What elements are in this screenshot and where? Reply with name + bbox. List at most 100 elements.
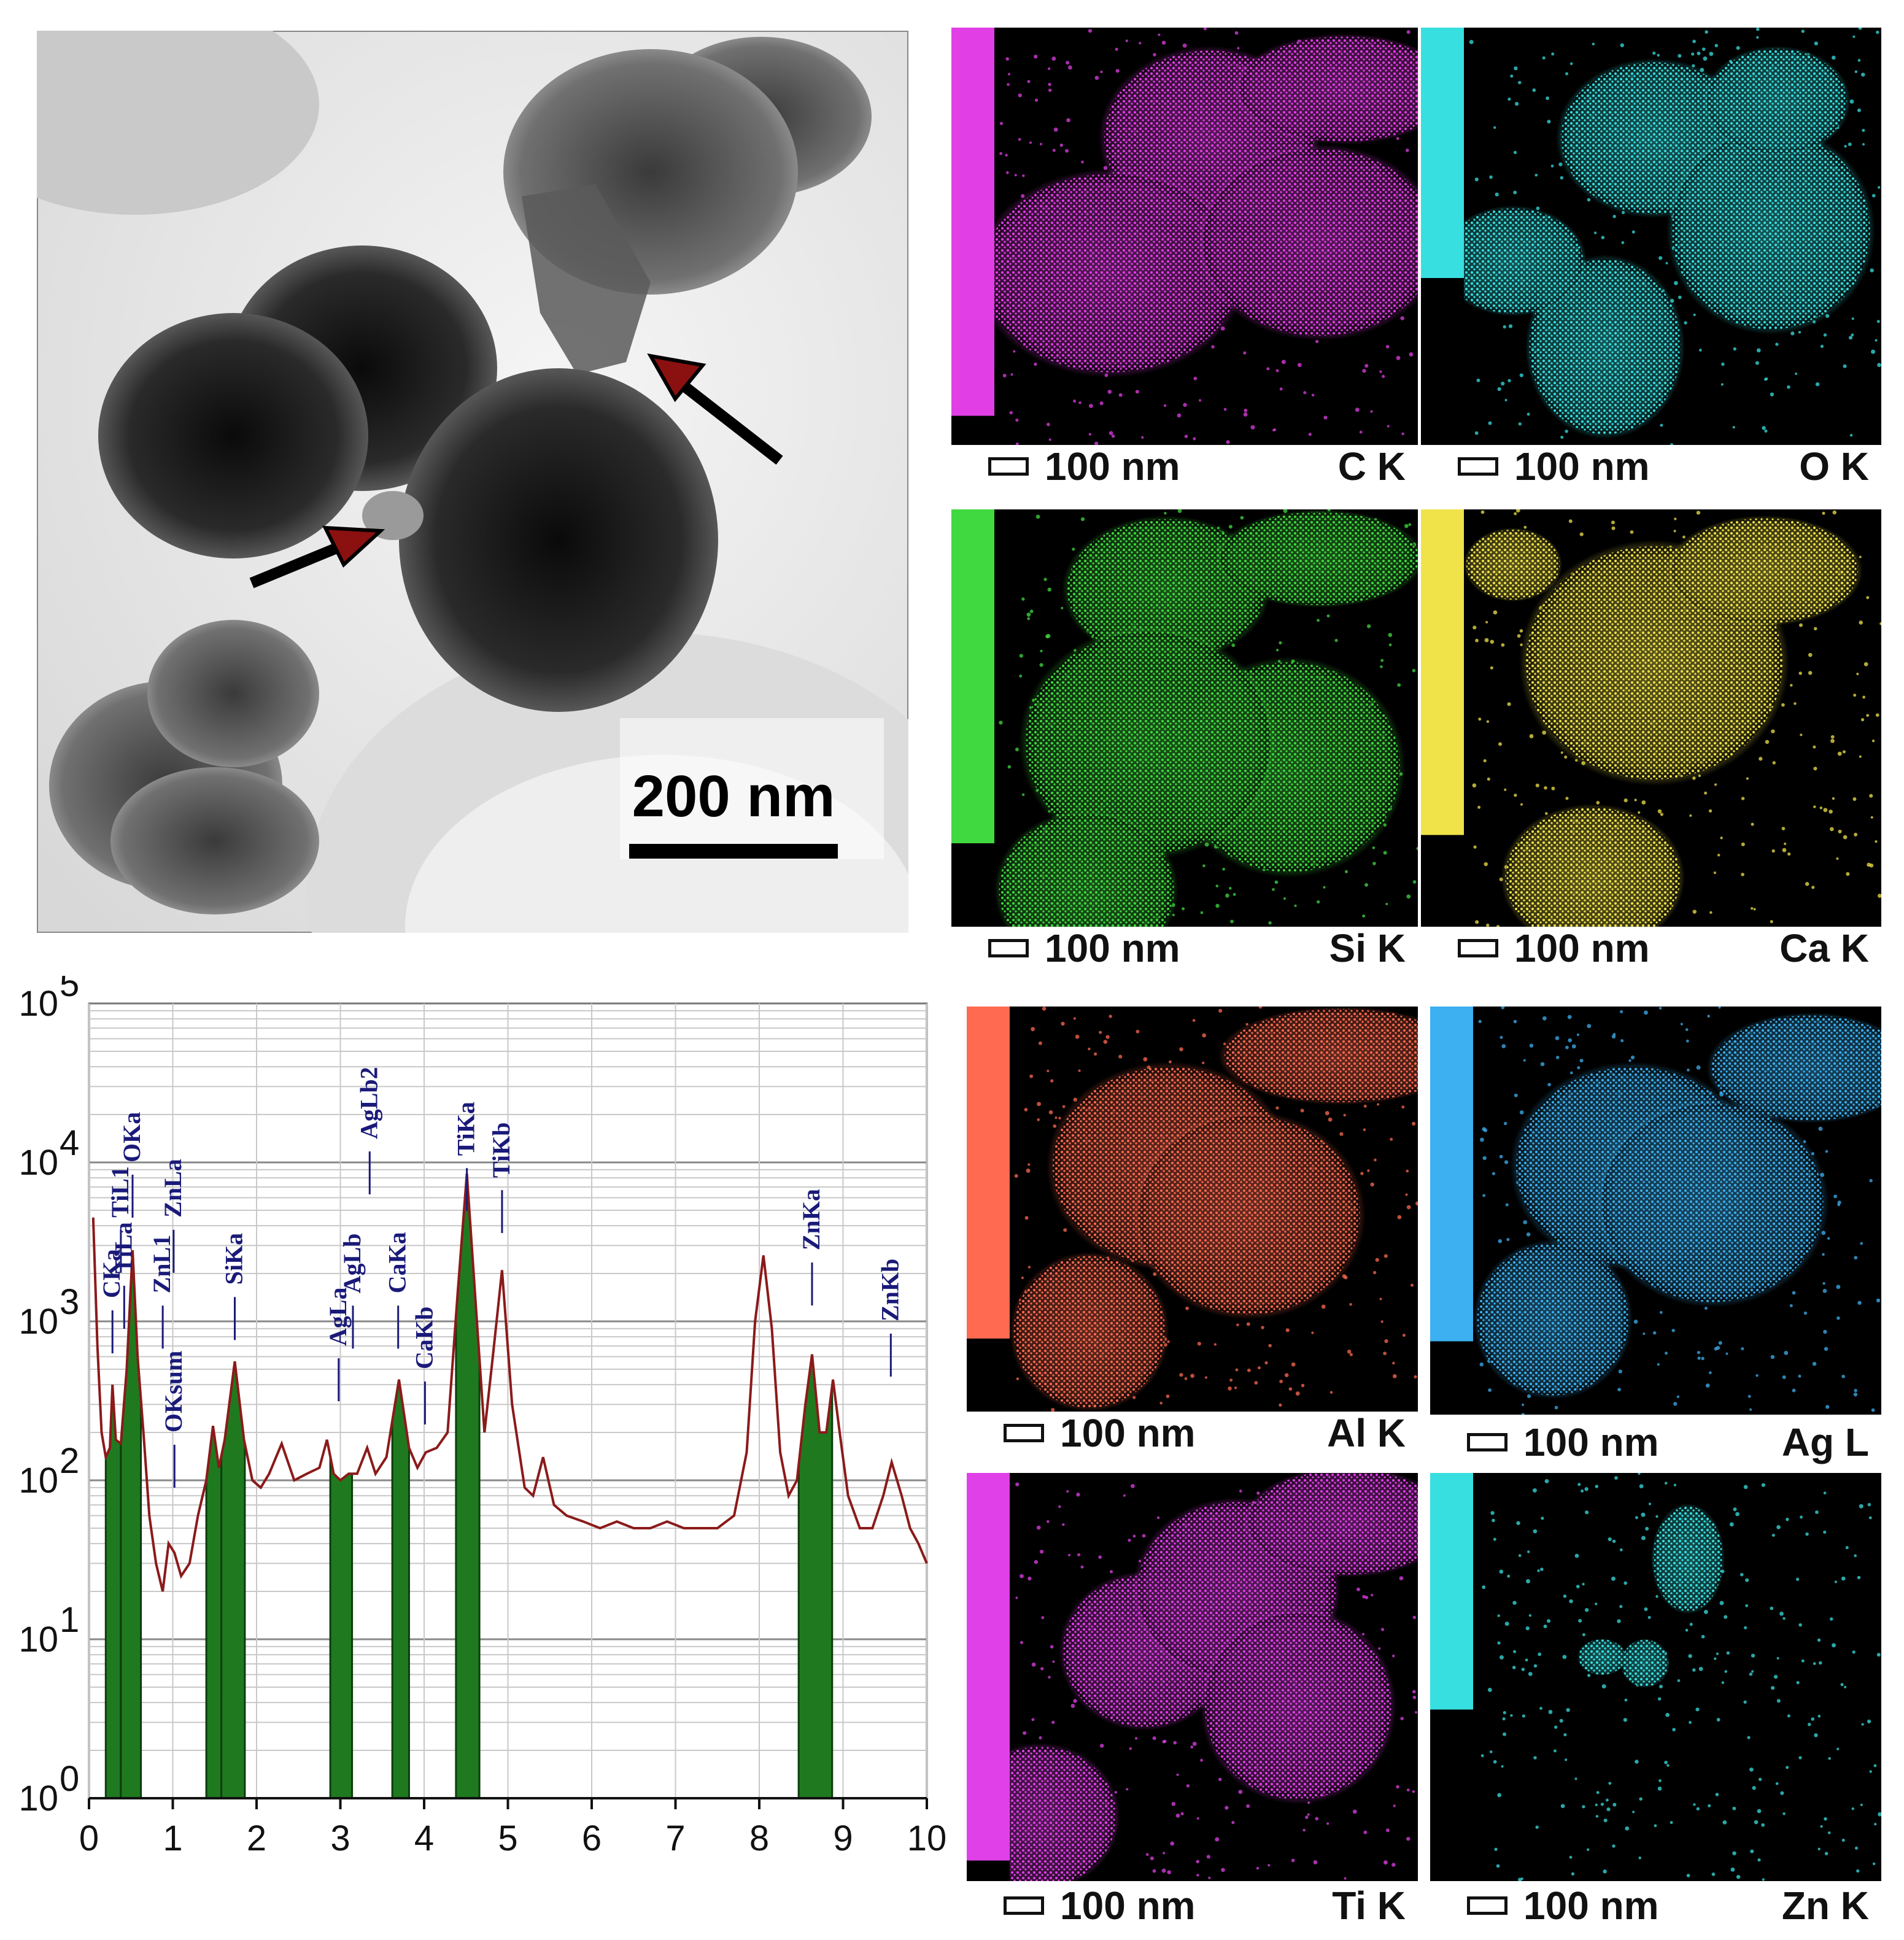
map-o-k bbox=[1421, 28, 1881, 445]
map-ag-l bbox=[1430, 1007, 1881, 1415]
scale-box-icon bbox=[1458, 939, 1498, 957]
peak-label: ZnKb bbox=[876, 1259, 904, 1321]
peak-fill-region bbox=[205, 1426, 223, 1799]
map-caption: 100 nm Al K bbox=[1004, 1409, 1406, 1458]
map-element-label: O K bbox=[1799, 444, 1869, 489]
y-tick-exponent: 3 bbox=[60, 1282, 79, 1322]
peak-label: CaKa bbox=[384, 1232, 411, 1293]
map-image bbox=[967, 1007, 1418, 1412]
y-tick-exponent: 0 bbox=[60, 1759, 79, 1799]
map-caption: 100 nm Ag L bbox=[1467, 1418, 1869, 1467]
map-scale-label: 100 nm bbox=[1045, 444, 1180, 489]
map-image bbox=[967, 1473, 1418, 1881]
peak-label: ZnKa bbox=[797, 1189, 825, 1250]
map-image bbox=[951, 28, 1418, 445]
color-scale-bar bbox=[1421, 509, 1464, 927]
x-tick-label: 8 bbox=[749, 1818, 769, 1858]
map-image bbox=[1421, 28, 1881, 445]
eds-spectrum-chart: CKa TiLa TiL1 OKa ZnL1 ZnLa OKsum SiKa AgLa AgLb A… bbox=[18, 976, 976, 1933]
y-tick-label: 10 bbox=[18, 984, 58, 1024]
y-tick-exponent: 5 bbox=[60, 976, 79, 1004]
x-tick-label: 6 bbox=[582, 1818, 602, 1858]
scale-box-icon bbox=[1004, 1424, 1044, 1442]
color-scale-bar bbox=[1421, 28, 1464, 445]
scale-bar-label: 200 nm bbox=[632, 763, 835, 829]
y-tick-label: 10 bbox=[18, 1461, 58, 1501]
peak-label: ZnL1 bbox=[148, 1235, 176, 1294]
map-element-label: Ag L bbox=[1781, 1420, 1869, 1464]
map-element-label: Zn K bbox=[1781, 1884, 1869, 1928]
map-zn-k bbox=[1430, 1473, 1881, 1881]
peak-label: TiLa bbox=[109, 1222, 137, 1273]
peak-label: TiKa bbox=[452, 1102, 480, 1156]
x-tick-label: 9 bbox=[833, 1818, 853, 1858]
x-tick-label: 10 bbox=[907, 1818, 947, 1858]
scale-box-icon bbox=[1467, 1896, 1507, 1915]
map-image bbox=[1430, 1007, 1881, 1415]
map-caption: 100 nm Zn K bbox=[1467, 1881, 1869, 1930]
map-scale-label: 100 nm bbox=[1514, 926, 1650, 970]
map-caption: 100 nm Si K bbox=[988, 924, 1406, 973]
x-tick-label: 1 bbox=[163, 1818, 182, 1858]
map-scale-label: 100 nm bbox=[1045, 926, 1180, 970]
map-caption: 100 nm Ti K bbox=[1004, 1881, 1406, 1930]
color-scale-bar bbox=[1430, 1007, 1473, 1415]
peak-label: OKsum bbox=[160, 1351, 187, 1432]
map-caption: 100 nm O K bbox=[1458, 442, 1869, 491]
x-tick-label: 5 bbox=[498, 1818, 517, 1858]
map-element-label: Ti K bbox=[1332, 1884, 1406, 1928]
map-al-k bbox=[967, 1007, 1418, 1412]
peak-label: ZnLa bbox=[159, 1159, 187, 1218]
y-tick-label: 10 bbox=[18, 1779, 58, 1818]
map-element-label: Si K bbox=[1329, 926, 1406, 970]
peak-fill-region bbox=[391, 1379, 410, 1799]
y-tick-exponent: 2 bbox=[60, 1441, 79, 1481]
scale-box-icon bbox=[988, 939, 1029, 957]
map-image bbox=[1421, 509, 1881, 927]
peak-fill-region bbox=[329, 1456, 354, 1799]
map-element-label: Ca K bbox=[1779, 926, 1869, 970]
tem-image: 200 nm bbox=[37, 31, 908, 933]
map-scale-label: 100 nm bbox=[1514, 444, 1650, 489]
map-element-label: C K bbox=[1337, 444, 1406, 489]
peak-label: TiL1 bbox=[106, 1166, 134, 1218]
map-si-k bbox=[951, 509, 1418, 927]
peak-label: AgLa bbox=[324, 1288, 352, 1347]
color-scale-bar bbox=[951, 509, 994, 927]
y-tick-exponent: 1 bbox=[60, 1600, 79, 1640]
x-tick-label: 4 bbox=[414, 1818, 434, 1858]
x-tick-label: 0 bbox=[79, 1818, 99, 1858]
y-tick-label: 10 bbox=[18, 1302, 58, 1342]
peak-label: CaKb bbox=[410, 1307, 438, 1369]
peak-label: SiKa bbox=[220, 1233, 248, 1285]
peak-label: AgLb2 bbox=[355, 1067, 382, 1139]
color-scale-bar bbox=[951, 28, 994, 445]
map-c-k bbox=[951, 28, 1418, 445]
tem-micrograph: 200 nm bbox=[37, 31, 908, 933]
color-scale-bar bbox=[967, 1473, 1010, 1881]
map-image bbox=[1430, 1473, 1881, 1881]
x-tick-label: 3 bbox=[330, 1818, 350, 1858]
y-tick-label: 10 bbox=[18, 1620, 58, 1660]
peak-label: AgLb bbox=[338, 1234, 366, 1294]
map-ti-k bbox=[967, 1473, 1418, 1881]
map-caption: 100 nm Ca K bbox=[1458, 924, 1869, 973]
map-image bbox=[951, 509, 1418, 927]
scale-bar bbox=[629, 844, 838, 859]
map-scale-label: 100 nm bbox=[1523, 1420, 1659, 1464]
map-scale-label: 100 nm bbox=[1060, 1884, 1196, 1928]
peak-label: TiKb bbox=[487, 1123, 515, 1178]
spectrum-line bbox=[91, 1173, 928, 1592]
map-ca-k bbox=[1421, 509, 1881, 927]
scale-box-icon bbox=[1458, 457, 1498, 476]
y-tick-label: 10 bbox=[18, 1143, 58, 1183]
spectrum-svg: CKaTiLaTiL1OKaZnL1ZnLaOKsumSiKaAgLaAgLbA… bbox=[18, 976, 947, 1858]
map-scale-label: 100 nm bbox=[1523, 1884, 1659, 1928]
color-scale-bar bbox=[1430, 1473, 1473, 1881]
x-tick-label: 7 bbox=[665, 1818, 685, 1858]
map-caption: 100 nm C K bbox=[988, 442, 1406, 491]
map-scale-label: 100 nm bbox=[1060, 1411, 1196, 1455]
y-tick-exponent: 4 bbox=[60, 1123, 79, 1163]
scale-box-icon bbox=[1467, 1433, 1507, 1451]
map-element-label: Al K bbox=[1327, 1411, 1406, 1455]
